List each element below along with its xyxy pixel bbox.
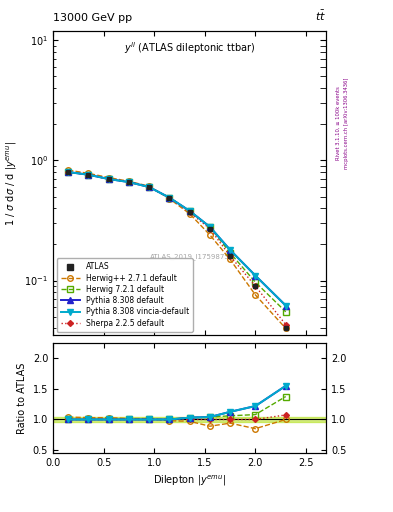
Y-axis label: Ratio to ATLAS: Ratio to ATLAS xyxy=(17,362,27,434)
Text: 13000 GeV pp: 13000 GeV pp xyxy=(53,13,132,23)
Bar xyxy=(53,417,326,422)
X-axis label: Dilepton $|y^{emu}|$: Dilepton $|y^{emu}|$ xyxy=(153,474,226,488)
Y-axis label: 1 / $\sigma$ d$\sigma$ / d $|y^{emu}|$: 1 / $\sigma$ d$\sigma$ / d $|y^{emu}|$ xyxy=(4,140,19,226)
Legend: ATLAS, Herwig++ 2.7.1 default, Herwig 7.2.1 default, Pythia 8.308 default, Pythi: ATLAS, Herwig++ 2.7.1 default, Herwig 7.… xyxy=(57,259,193,332)
Text: $y^{ll}$ (ATLAS dileptonic ttbar): $y^{ll}$ (ATLAS dileptonic ttbar) xyxy=(124,40,255,56)
Text: $t\bar{t}$: $t\bar{t}$ xyxy=(315,9,326,23)
Text: ATLAS_2019_I1759875: ATLAS_2019_I1759875 xyxy=(150,253,230,260)
Text: Rivet 3.1.10, ≥ 100k events: Rivet 3.1.10, ≥ 100k events xyxy=(336,86,341,160)
Text: mcplots.cern.ch [arXiv:1306.3436]: mcplots.cern.ch [arXiv:1306.3436] xyxy=(344,77,349,168)
